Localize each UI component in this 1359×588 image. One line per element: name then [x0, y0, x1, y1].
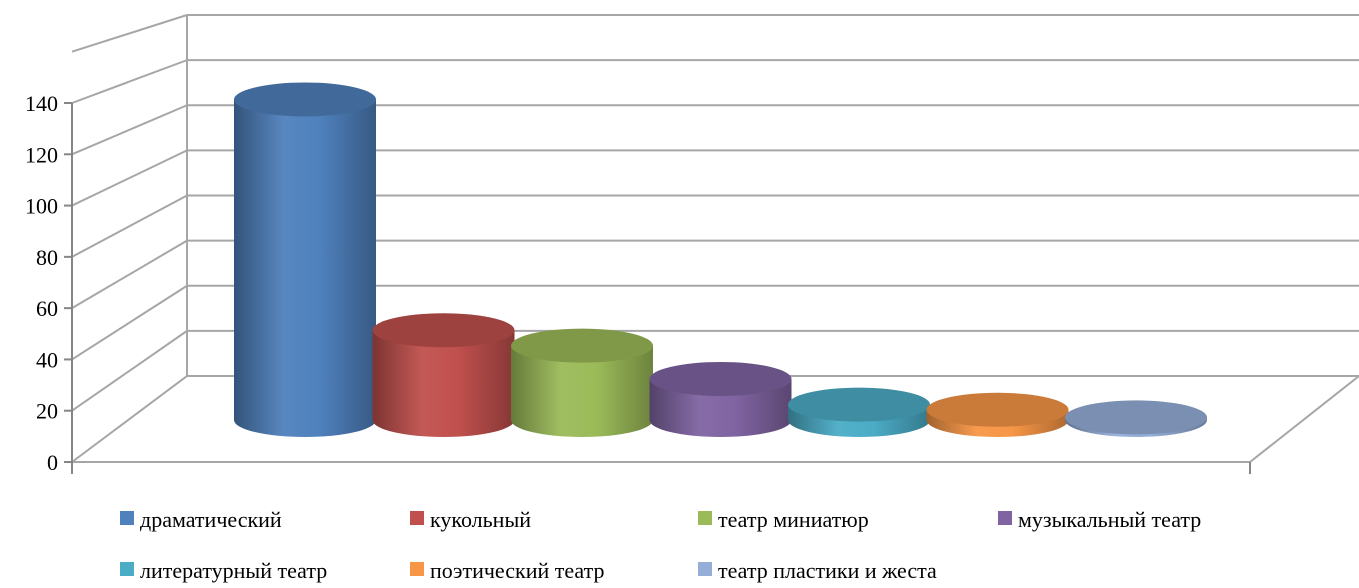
- legend-swatch: [698, 562, 712, 576]
- bar-top: [926, 392, 1069, 427]
- y-tick-label: 120: [25, 142, 58, 167]
- legend-label: кукольный: [430, 507, 531, 532]
- legend-swatch: [410, 511, 424, 525]
- legend-label: театр пластики и жеста: [718, 558, 937, 583]
- floor-right-edge: [1249, 375, 1359, 463]
- legend-item: театр пластики и жеста: [698, 558, 937, 583]
- side-gridline: [71, 194, 188, 258]
- legend-item: театр миниатюр: [698, 507, 869, 532]
- y-tick-label: 60: [36, 296, 58, 321]
- legend-label: музыкальный театр: [1018, 507, 1201, 532]
- legend-label: поэтический театр: [430, 558, 604, 583]
- side-gridline: [71, 14, 188, 53]
- side-gridline: [71, 59, 188, 104]
- y-tick-label: 80: [36, 245, 58, 270]
- y-tick-label: 0: [47, 450, 58, 475]
- legend: драматический кукольный театр миниатюр музы…: [120, 507, 1201, 583]
- bar-6: [1065, 400, 1207, 437]
- legend-item: кукольный: [410, 507, 531, 532]
- bar-2: [511, 328, 653, 437]
- side-gridline: [71, 284, 188, 361]
- y-tick-label: 100: [25, 194, 58, 219]
- legend-swatch: [998, 511, 1012, 525]
- bar-top: [372, 313, 515, 348]
- legend-label: литературный театр: [140, 558, 327, 583]
- legend-item: литературный театр: [120, 558, 327, 583]
- legend-swatch: [698, 511, 712, 525]
- y-tick-label: 40: [36, 347, 58, 372]
- legend-label: драматический: [140, 507, 282, 532]
- side-gridline: [71, 375, 188, 463]
- legend-swatch: [410, 562, 424, 576]
- bar-4: [788, 387, 930, 437]
- chart-walls: [71, 14, 1359, 474]
- legend-item: драматический: [120, 507, 282, 532]
- side-gridline: [71, 149, 188, 207]
- bar-series: [234, 82, 1207, 437]
- bar-top: [1065, 400, 1207, 435]
- side-gridline: [71, 104, 188, 156]
- bar-top: [649, 361, 792, 396]
- legend-item: поэтический театр: [410, 558, 604, 583]
- y-tick-label: 140: [25, 91, 58, 116]
- side-gridline: [71, 239, 188, 310]
- bar-top: [234, 82, 376, 117]
- bar-top: [511, 328, 653, 363]
- y-axis-ticks: 0 20 40 60 80 100 120 140: [25, 91, 72, 475]
- bar-3: [649, 361, 792, 437]
- bar-body: [234, 99, 376, 437]
- side-gridline: [71, 330, 188, 412]
- bar-0: [234, 82, 376, 437]
- bar-body: [511, 345, 653, 437]
- bar-5: [926, 392, 1069, 437]
- legend-item: музыкальный театр: [998, 507, 1201, 532]
- legend-swatch: [120, 511, 134, 525]
- bar-1: [372, 313, 515, 437]
- legend-label: театр миниатюр: [718, 507, 869, 532]
- y-tick-label: 20: [36, 399, 58, 424]
- bar-top: [788, 387, 930, 422]
- legend-swatch: [120, 562, 134, 576]
- bar-body: [372, 330, 515, 437]
